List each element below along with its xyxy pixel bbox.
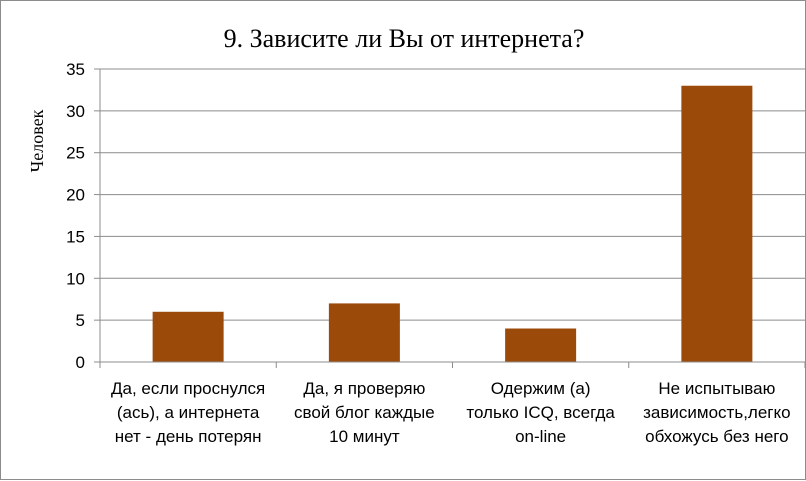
bar xyxy=(152,311,224,362)
category-label-line: нет - день потерян xyxy=(115,427,262,446)
category-label-line: зависимость,легко xyxy=(643,403,790,422)
y-tick-label: 30 xyxy=(66,102,85,121)
y-tick-label: 15 xyxy=(66,227,85,246)
category-label-line: только ICQ, всегда xyxy=(466,403,615,422)
chart-title: 9. Зависите ли Вы от интернета? xyxy=(224,24,585,53)
y-tick-label: 25 xyxy=(66,144,85,163)
category-label-line: Да, я проверяю xyxy=(303,379,425,398)
bars xyxy=(152,85,753,362)
category-label-line: Не испытываю xyxy=(658,379,775,398)
category-label-line: on-line xyxy=(515,427,566,446)
category-label: Не испытываю зависимость,легко обхожусь бе… xyxy=(643,379,790,446)
category-labels: Да, если проснулся (ась), а интернета нет … xyxy=(111,379,791,446)
bar xyxy=(681,85,753,362)
category-label: Одержим (а) только ICQ, всегда on-line xyxy=(466,379,615,446)
y-tick-label: 5 xyxy=(76,311,85,330)
category-label-line: 10 минут xyxy=(329,427,400,446)
category-label-line: Да, если проснулся xyxy=(111,379,265,398)
category-label-line: (ась), а интернета xyxy=(117,403,260,422)
category-label-line: обхожусь без него xyxy=(645,427,788,446)
bar xyxy=(328,303,400,362)
axes xyxy=(94,68,806,368)
y-tick-label: 20 xyxy=(66,186,85,205)
category-label: Да, я проверяю свой блог каждые 10 минут xyxy=(294,379,435,446)
category-label: Да, если проснулся (ась), а интернета нет … xyxy=(111,379,265,446)
category-label-line: свой блог каждые xyxy=(294,403,435,422)
category-label-line: Одержим (а) xyxy=(491,379,591,398)
y-tick-label: 0 xyxy=(76,353,85,372)
bar xyxy=(505,328,577,362)
y-tick-label: 35 xyxy=(66,60,85,79)
y-tick-label: 10 xyxy=(66,269,85,288)
y-axis-label: Человек xyxy=(27,109,47,172)
gridlines xyxy=(100,68,805,321)
y-tick-labels: 0 5 10 15 20 25 30 35 xyxy=(66,60,85,372)
